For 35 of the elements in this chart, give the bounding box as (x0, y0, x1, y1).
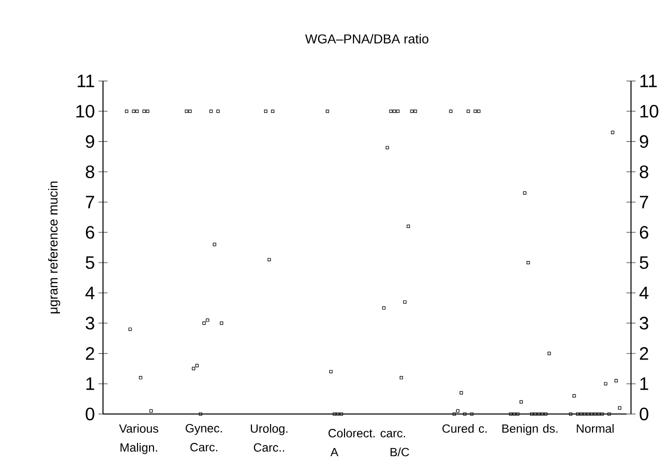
y-tick-label: 10 (76, 104, 94, 118)
y2-tick-label: 11 (640, 74, 657, 88)
y-axis-title: μgram reference mucin (48, 182, 60, 314)
y-tick-label: 7 (86, 196, 94, 208)
y-tick-label: 5 (86, 256, 94, 269)
y-tick-label: 4 (85, 286, 94, 300)
y2-tick-label: 5 (640, 256, 648, 269)
x-tick-label: Cured c. (442, 424, 487, 433)
y2-tick-label: 9 (640, 135, 648, 148)
x-tick-label: Benign ds. (502, 424, 558, 436)
x-tick-label: A (330, 448, 338, 456)
y-tick-label: 9 (86, 135, 94, 148)
y2-tick-label: 3 (640, 316, 648, 330)
text: Colorect. carc. (328, 428, 405, 438)
y2-tick-label: 7 (640, 196, 648, 208)
y2-tick-label: 1 (640, 378, 648, 390)
y2-tick-label: 0 (640, 408, 648, 420)
x-tick-label: Gynec. Carc. (186, 424, 222, 452)
y-tick-label: 6 (86, 226, 94, 239)
x-tick-label: Urolog. Carc.. (250, 424, 288, 452)
y2-tick-label: 8 (640, 165, 648, 178)
x-tick-label: Various Malign. (119, 424, 158, 454)
y2-tick-label: 2 (640, 347, 648, 360)
x-tick-label: Normal (576, 424, 614, 433)
y2-tick-label: 10 (640, 104, 658, 118)
x-tick-label: B/C (390, 448, 410, 456)
y-tick-label: 2 (86, 347, 94, 360)
y-tick-label: 1 (86, 378, 94, 390)
y2-tick-label: 6 (640, 226, 648, 239)
chart-title: WGA–PNA/DBA ratio (305, 34, 428, 44)
y-tick-label: 3 (86, 316, 94, 330)
y-tick-label: 8 (86, 165, 94, 178)
y-tick-label: 0 (86, 408, 94, 420)
y-tick-label: 11 (78, 74, 94, 88)
y2-tick-label: 4 (639, 286, 648, 300)
